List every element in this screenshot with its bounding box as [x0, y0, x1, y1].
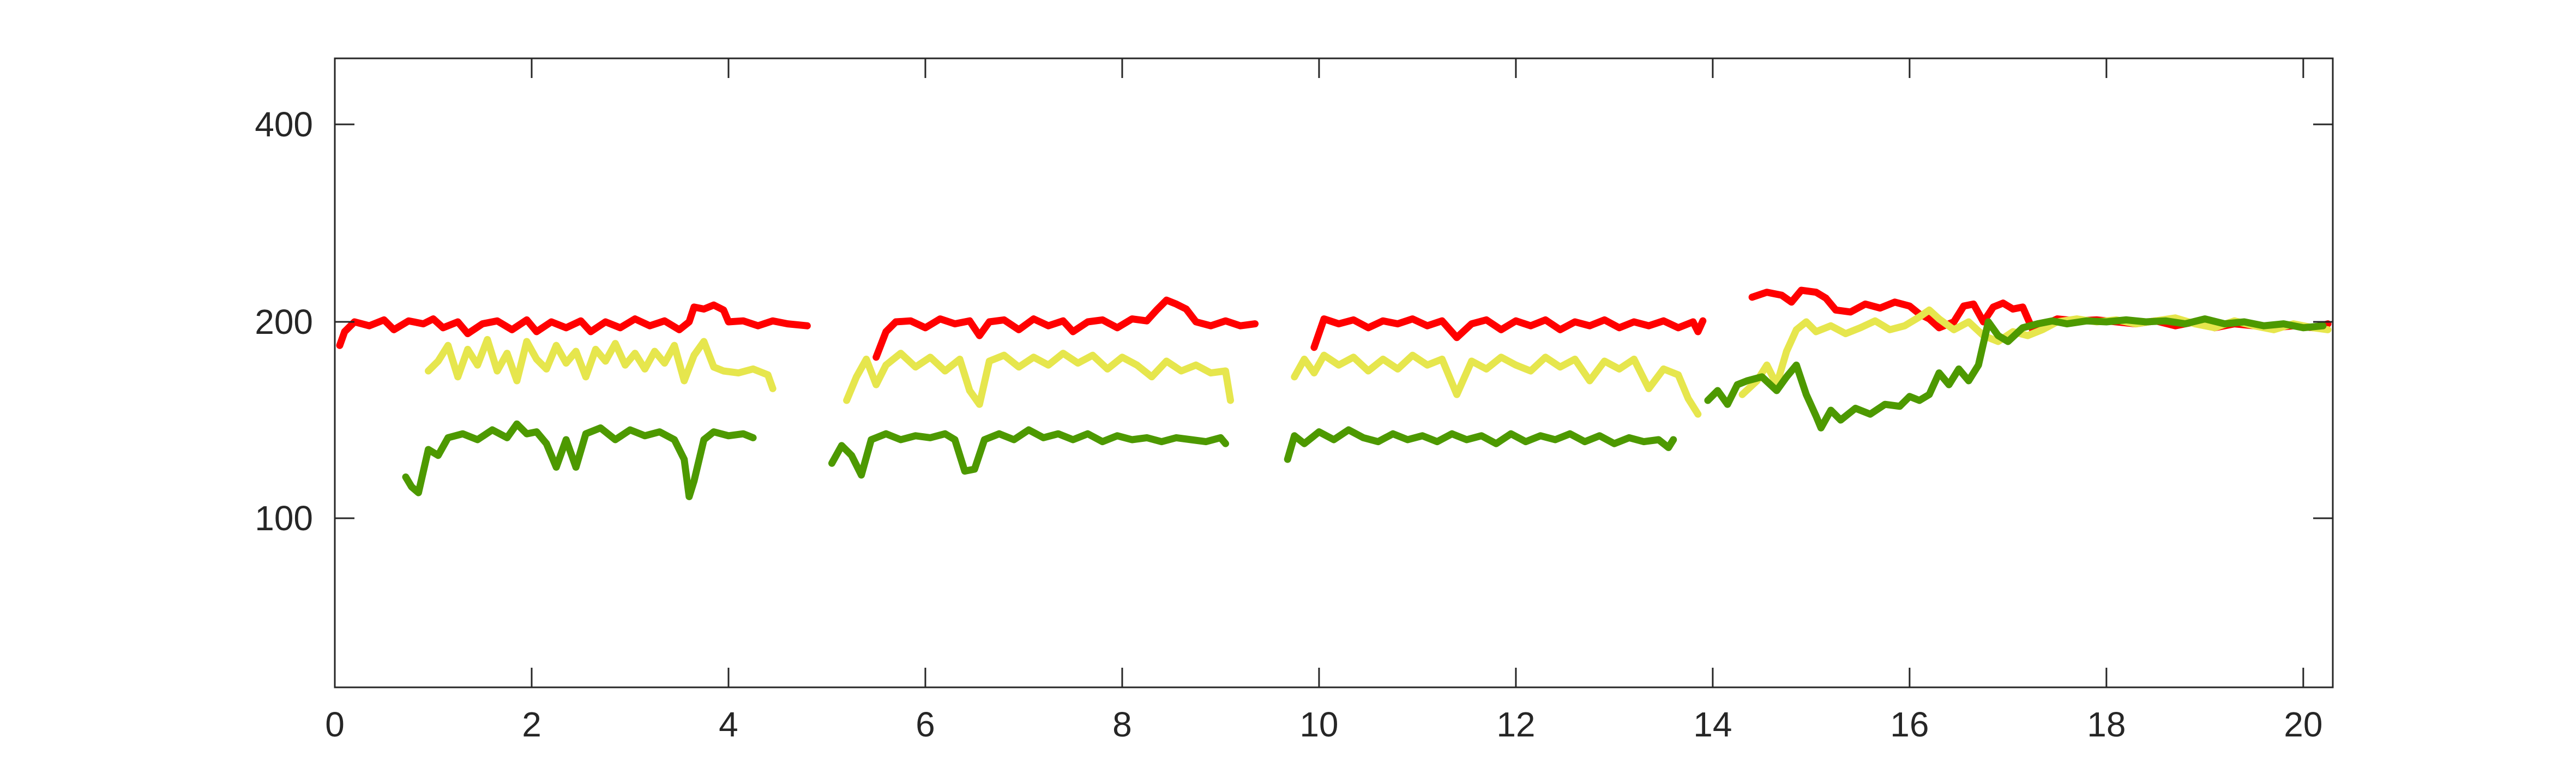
- x-tick-label-1: 2: [522, 705, 541, 744]
- x-tick-label-4: 8: [1112, 705, 1132, 744]
- series-0-segment-0: [336, 301, 811, 349]
- x-axis: 0 2 4 6 8 10 12 14 16 18 20: [325, 58, 2322, 744]
- series-2-segment-0: [402, 420, 757, 500]
- series-1-segment-2: [1291, 351, 1702, 418]
- plot-area-frame: [334, 57, 2334, 688]
- x-tick-label-8: 16: [1890, 705, 1929, 744]
- y-tick-label-0: 100: [255, 499, 313, 538]
- series-1-segment-0: [425, 335, 777, 392]
- x-tick-label-6: 12: [1496, 705, 1535, 744]
- x-tick-label-9: 18: [2087, 705, 2126, 744]
- y-tick-label-2: 400: [255, 105, 313, 144]
- series-2-segment-1: [828, 426, 1229, 479]
- y-tick-label-1: 200: [255, 302, 313, 341]
- x-tick-label-3: 6: [916, 705, 935, 744]
- series-2-segment-3: [1704, 315, 2327, 432]
- x-tick-label-7: 14: [1693, 705, 1732, 744]
- series-0-segment-2: [1310, 315, 1707, 351]
- x-tick-label-10: 20: [2284, 705, 2322, 744]
- series-layer: [336, 286, 2332, 500]
- x-tick-label-5: 10: [1299, 705, 1338, 744]
- y-axis: 100 200 400: [255, 105, 2333, 538]
- series-1-segment-1: [843, 350, 1234, 408]
- series-2-segment-2: [1284, 426, 1677, 463]
- x-tick-label-2: 4: [719, 705, 738, 744]
- x-tick-label-0: 0: [325, 705, 345, 744]
- series-0-segment-1: [872, 296, 1259, 361]
